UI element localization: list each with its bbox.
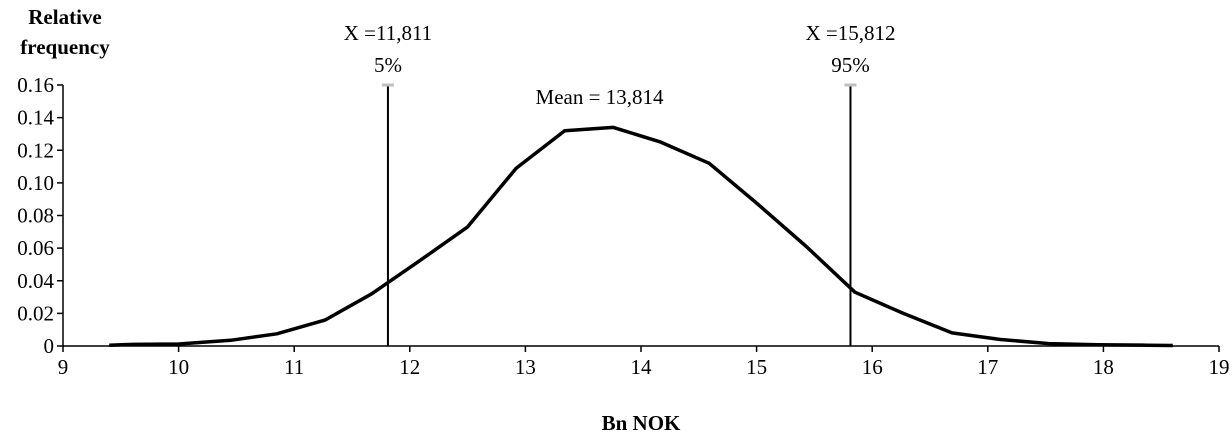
- y-tick-label: 0.14: [17, 106, 54, 130]
- percentile-percent-label: 95%: [831, 53, 870, 77]
- x-tick-label: 16: [862, 355, 883, 379]
- y-tick-label: 0.16: [17, 73, 54, 97]
- y-tick-label: 0.04: [17, 269, 54, 293]
- x-axis-label: Bn NOK: [602, 411, 681, 434]
- x-tick-label: 9: [58, 355, 69, 379]
- y-tick-label: 0: [44, 334, 55, 358]
- y-tick-label: 0.12: [17, 138, 54, 162]
- percentile-value-label: X =15,812: [805, 21, 895, 45]
- distribution-line: [109, 125, 1173, 348]
- y-tick-label: 0.10: [17, 171, 54, 195]
- x-tick-label: 11: [284, 355, 304, 379]
- x-tick-label: 18: [1093, 355, 1114, 379]
- y-tick-label: 0.02: [17, 301, 54, 325]
- x-tick-label: 14: [631, 355, 653, 379]
- x-tick-label: 13: [515, 355, 536, 379]
- y-tick-label: 0.06: [17, 236, 54, 260]
- x-tick-label: 15: [746, 355, 767, 379]
- percentile-percent-label: 5%: [374, 53, 402, 77]
- x-tick-label: 19: [1209, 355, 1230, 379]
- mean-annotation: Mean = 13,814: [536, 85, 664, 109]
- x-tick-label: 17: [977, 355, 998, 379]
- y-axis-label-line1: Relative: [28, 5, 101, 29]
- y-axis-label-line2: frequency: [20, 35, 110, 59]
- percentile-value-label: X =11,811: [344, 21, 432, 45]
- x-tick-label: 10: [168, 355, 189, 379]
- x-tick-label: 12: [399, 355, 420, 379]
- y-tick-label: 0.08: [17, 204, 54, 228]
